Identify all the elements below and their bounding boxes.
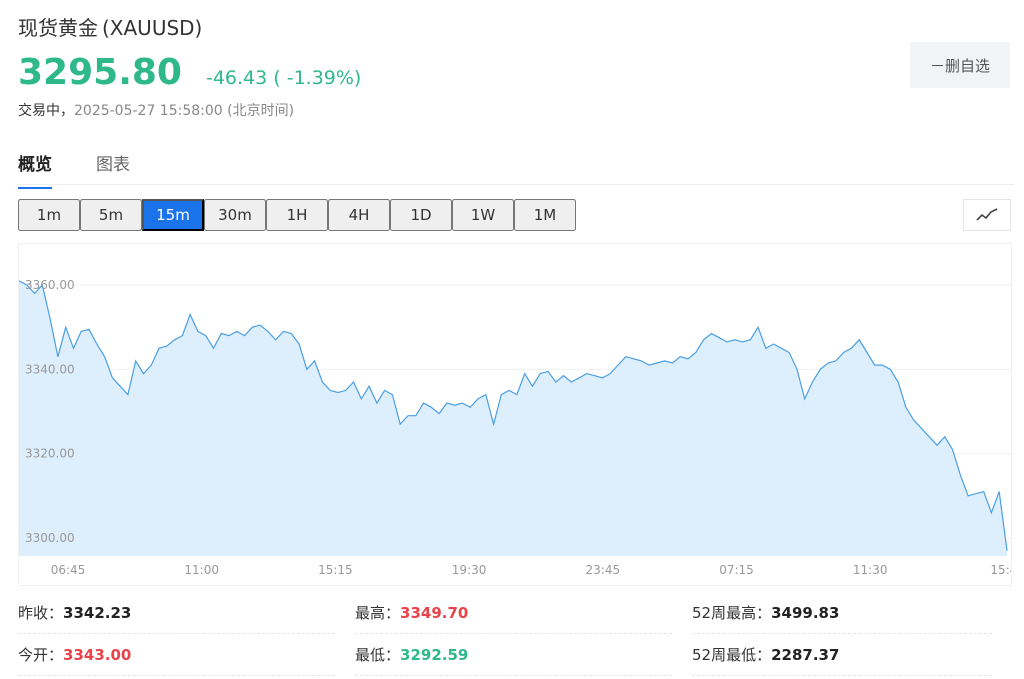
x-tick-label: 23:45 <box>586 563 621 577</box>
stat-label: 昨收： <box>18 604 64 622</box>
stat-value: 3292.59 <box>400 645 469 664</box>
interval-15m[interactable]: 15m <box>142 199 204 231</box>
stats-row: 今开： 3343.00 最低： 3292.59 52周最低： 2287.37 <box>18 634 1008 676</box>
stat-label: 今开： <box>18 646 64 664</box>
stat-label: 52周最低： <box>692 646 772 664</box>
last-price: 3295.80 <box>18 52 182 93</box>
price-chart-svg: 3360.00 3340.00 3320.00 3300.00 06:45 11:00 15… <box>19 278 1012 577</box>
instrument-name: 现货黄金 <box>18 16 98 40</box>
tab-chart[interactable]: 图表 <box>96 155 130 175</box>
stat-high: 最高： 3349.70 <box>355 592 672 634</box>
x-tick-label: 19:30 <box>452 563 487 577</box>
y-tick-label: 3300.00 <box>25 531 75 545</box>
chart-type-button[interactable] <box>963 199 1011 231</box>
price-chart[interactable]: 3360.00 3340.00 3320.00 3300.00 06:45 11:00 15… <box>18 243 1012 586</box>
price-area <box>19 280 1007 556</box>
stats-row: 昨收： 3342.23 最高： 3349.70 52周最高： 3499.83 <box>18 592 1008 634</box>
remove-watchlist-button[interactable]: －删自选 <box>910 42 1010 88</box>
interval-30m[interactable]: 30m <box>204 199 266 231</box>
stat-value: 2287.37 <box>771 645 840 664</box>
x-tick-label: 15:15 <box>318 563 353 577</box>
stat-low: 最低： 3292.59 <box>355 634 672 676</box>
stat-value: 3343.00 <box>63 645 132 664</box>
tab-divider <box>18 184 1014 185</box>
y-tick-label: 3320.00 <box>25 447 75 461</box>
price-row: 3295.80 -46.43 ( -1.39%) <box>18 52 361 93</box>
interval-1m[interactable]: 1m <box>18 199 80 231</box>
instrument-symbol: (XAUUSD) <box>102 16 203 40</box>
interval-1w[interactable]: 1W <box>452 199 514 231</box>
x-tick-label: 11:30 <box>853 563 888 577</box>
stat-label: 52周最高： <box>692 604 772 622</box>
x-tick-label: 06:45 <box>51 563 86 577</box>
status-label: 交易中， <box>18 103 74 119</box>
instrument-title: 现货黄金 (XAUUSD) <box>18 12 202 41</box>
price-change: -46.43 ( -1.39%) <box>205 67 362 89</box>
interval-4h[interactable]: 4H <box>328 199 390 231</box>
x-tick-label: 11:00 <box>184 563 219 577</box>
status-timezone: (北京时间) <box>227 103 295 119</box>
interval-5m[interactable]: 5m <box>80 199 142 231</box>
interval-1mo[interactable]: 1M <box>514 199 576 231</box>
y-tick-label: 3340.00 <box>25 362 75 376</box>
tab-bar: 概览 图表 <box>18 150 174 189</box>
line-chart-icon <box>976 208 998 221</box>
trading-status: 交易中，2025-05-27 15:58:00 (北京时间) <box>18 100 294 120</box>
stat-prev-close: 昨收： 3342.23 <box>18 592 335 634</box>
stat-label: 最高： <box>355 604 401 622</box>
status-timestamp: 2025-05-27 15:58:00 <box>74 103 223 119</box>
x-tick-label: 07:15 <box>719 563 754 577</box>
tab-overview[interactable]: 概览 <box>18 150 52 189</box>
stat-52w-low: 52周最低： 2287.37 <box>692 634 992 676</box>
stat-value: 3342.23 <box>63 603 132 622</box>
interval-1d[interactable]: 1D <box>390 199 452 231</box>
stats-panel: 昨收： 3342.23 最高： 3349.70 52周最高： 3499.83 今开： 3… <box>18 592 1008 676</box>
stat-open: 今开： 3343.00 <box>18 634 335 676</box>
stat-label: 最低： <box>355 646 401 664</box>
x-tick-label: 15:4 <box>990 563 1012 577</box>
y-tick-label: 3360.00 <box>25 278 75 292</box>
price-line <box>19 280 1008 551</box>
interval-1h[interactable]: 1H <box>266 199 328 231</box>
stat-52w-high: 52周最高： 3499.83 <box>692 592 992 634</box>
stat-value: 3499.83 <box>771 603 840 622</box>
stat-value: 3349.70 <box>400 603 469 622</box>
interval-selector: 1m 5m 15m 30m 1H 4H 1D 1W 1M <box>18 199 576 231</box>
